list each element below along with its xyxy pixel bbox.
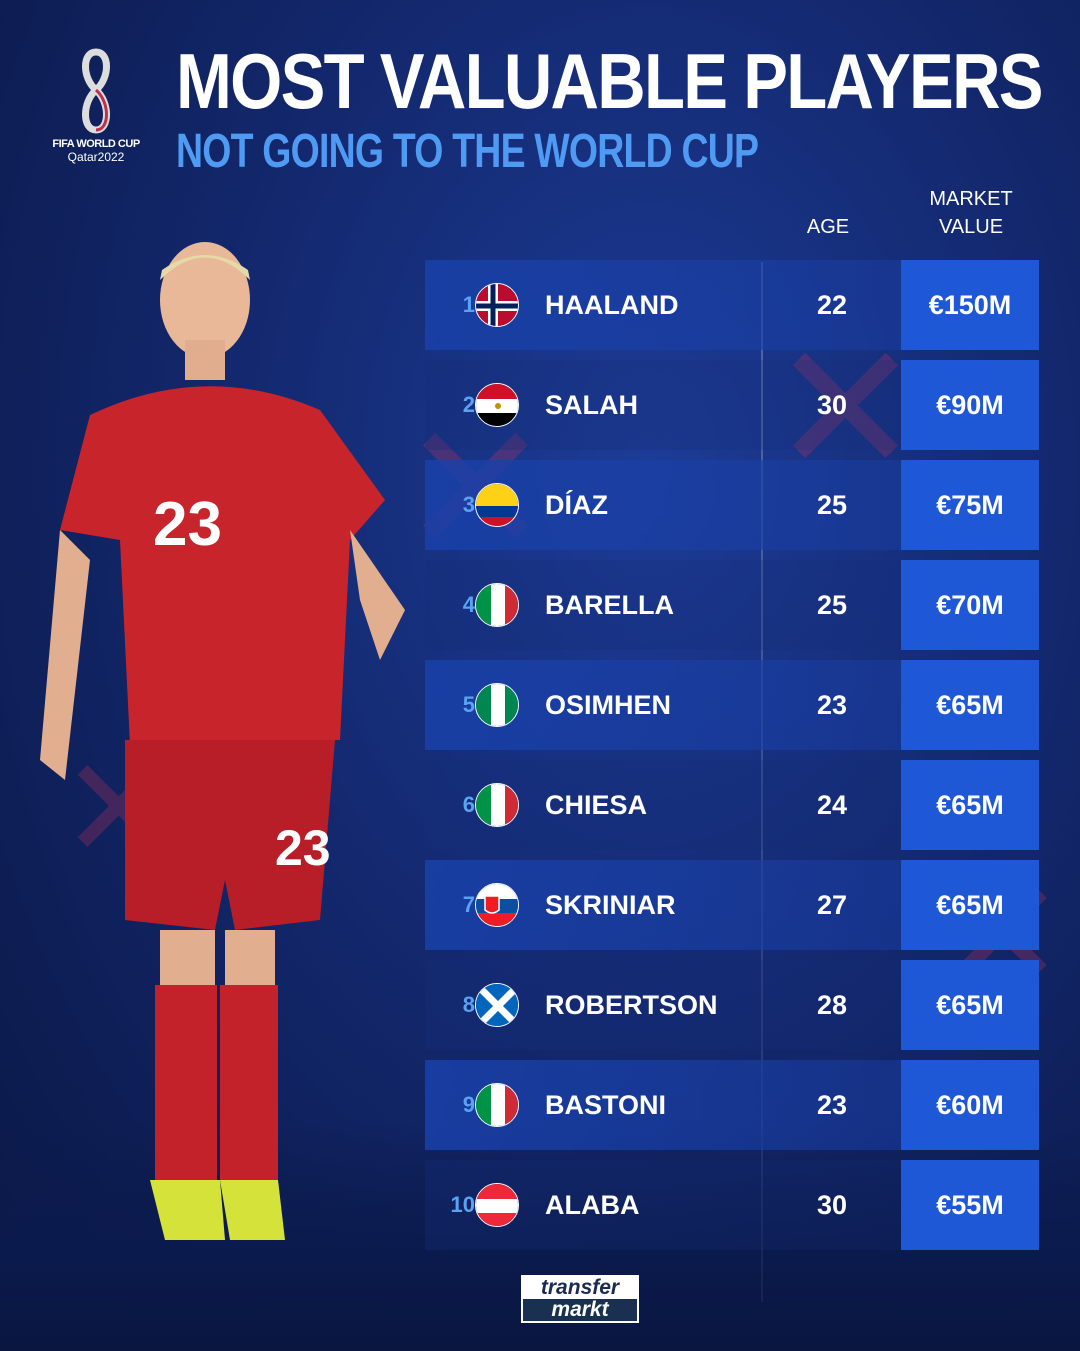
colombia-flag-icon <box>475 483 519 527</box>
world-cup-emblem-icon <box>82 48 110 134</box>
player-name: ROBERTSON <box>545 989 718 1020</box>
rank: 3 <box>462 492 475 517</box>
rank: 9 <box>462 1092 475 1117</box>
header-line: VALUE <box>938 216 1004 238</box>
player-age: 30 <box>816 389 848 420</box>
austria-flag-icon <box>475 1183 519 1227</box>
italy-flag-icon <box>475 783 519 827</box>
player-age: 23 <box>816 1089 848 1120</box>
player-age: 22 <box>816 289 848 320</box>
column-divider <box>761 262 763 1302</box>
table-row: 4 BARELLA 25 €70M <box>425 560 1039 650</box>
market-value: €65M <box>901 860 1039 950</box>
table-row: 10 ALABA 30 €55M <box>425 1160 1039 1250</box>
market-value: €60M <box>901 1060 1039 1150</box>
page-subtitle: NOT GOING TO THE WORLD CUP <box>176 125 759 178</box>
rank: 6 <box>462 792 475 817</box>
brand-line: transfer <box>540 1276 620 1299</box>
shorts-number: 23 <box>275 820 331 876</box>
market-value: €90M <box>901 360 1039 450</box>
player-name: ALABA <box>545 1189 640 1220</box>
transfermarkt-logo: transfer markt <box>521 1275 639 1323</box>
rank: 10 <box>450 1192 475 1217</box>
table-row: 7 SKRINIAR 27 €65M <box>425 860 1039 950</box>
column-header-market-value: MARKET VALUE <box>910 185 1032 241</box>
player-name: BASTONI <box>545 1089 667 1120</box>
market-value: €75M <box>901 460 1039 550</box>
player-name: SALAH <box>545 389 638 420</box>
rank: 1 <box>462 292 475 317</box>
player-age: 27 <box>816 889 848 920</box>
scotland-flag-icon <box>475 983 519 1027</box>
page-title: MOST VALUABLE PLAYERS <box>176 37 1044 125</box>
player-age: 28 <box>816 989 848 1020</box>
player-name: OSIMHEN <box>545 689 672 720</box>
rank: 5 <box>462 692 475 717</box>
market-value: €65M <box>901 960 1039 1050</box>
brand-line: markt <box>523 1299 637 1321</box>
slovakia-flag-icon <box>475 883 519 927</box>
fifa-world-cup-logo: FIFA WORLD CUP Qatar2022 <box>44 48 148 164</box>
italy-flag-icon <box>475 1083 519 1127</box>
player-age: 24 <box>816 789 848 820</box>
player-age: 30 <box>816 1189 848 1220</box>
player-name: DÍAZ <box>545 489 608 520</box>
header-line: MARKET <box>929 188 1013 210</box>
player-name: CHIESA <box>545 789 648 820</box>
market-value: €55M <box>901 1160 1039 1250</box>
player-name: SKRINIAR <box>545 889 676 920</box>
rank: 7 <box>462 892 475 917</box>
market-value: €65M <box>901 760 1039 850</box>
norway-flag-icon <box>475 283 519 327</box>
table-row: 1 HAALAND 22 €150M <box>425 260 1039 350</box>
italy-flag-icon <box>475 583 519 627</box>
player-name: BARELLA <box>545 589 674 620</box>
table-row: 5 OSIMHEN 23 €65M <box>425 660 1039 750</box>
column-header-age: AGE <box>806 216 850 238</box>
rank: 8 <box>462 992 475 1017</box>
player-photo: 23 23 <box>40 242 405 1240</box>
market-value: €150M <box>901 260 1039 350</box>
market-value: €65M <box>901 660 1039 750</box>
table-row: 8 ROBERTSON 28 €65M <box>425 960 1039 1050</box>
table-row: 6 CHIESA 24 €65M <box>425 760 1039 850</box>
table-row: 9 BASTONI 23 €60M <box>425 1060 1039 1150</box>
player-age: 25 <box>816 489 848 520</box>
egypt-flag-icon <box>475 383 519 427</box>
player-name: HAALAND <box>545 289 679 320</box>
shirt-number: 23 <box>153 490 222 559</box>
player-age: 23 <box>816 689 848 720</box>
table-row: 3 DÍAZ 25 €75M <box>425 460 1039 550</box>
player-age: 25 <box>816 589 848 620</box>
logo-text: FIFA WORLD CUP <box>52 138 140 150</box>
logo-year: Qatar2022 <box>67 150 125 164</box>
rank: 2 <box>462 392 475 417</box>
rank: 4 <box>462 592 475 617</box>
market-value: €70M <box>901 560 1039 650</box>
table-row: 2 SALAH 30 €90M <box>425 360 1039 450</box>
nigeria-flag-icon <box>475 683 519 727</box>
